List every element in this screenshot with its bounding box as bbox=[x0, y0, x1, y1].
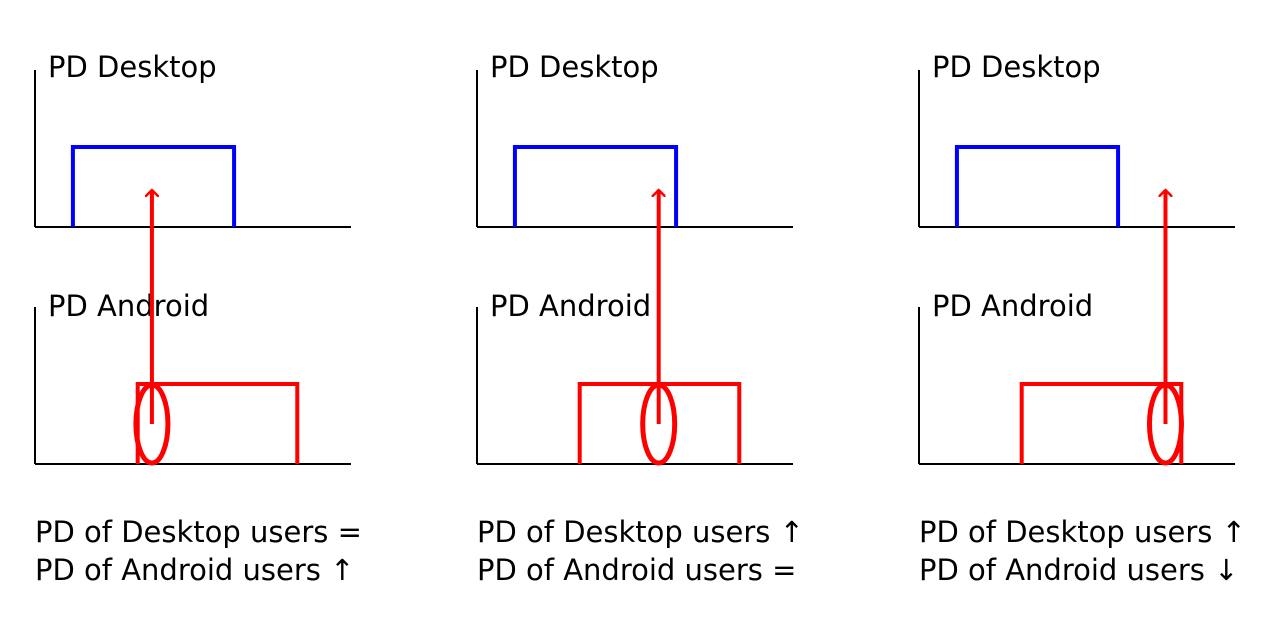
android-plot: PD Android bbox=[34, 289, 351, 465]
desktop-pd-curve bbox=[512, 145, 679, 227]
desktop-pd-curve bbox=[954, 145, 1121, 227]
highlight-ellipse bbox=[640, 382, 678, 466]
highlight-ellipse bbox=[1146, 382, 1184, 466]
android-plot: PD Android bbox=[476, 289, 793, 465]
highlight-ellipse bbox=[133, 382, 171, 466]
android-plot-label: PD Android bbox=[490, 289, 651, 323]
caption-desktop-change: PD of Desktop users ↑ bbox=[477, 515, 804, 549]
desktop-pd-curve bbox=[70, 145, 237, 227]
android-plot-label: PD Android bbox=[932, 289, 1093, 323]
android-pd-curve bbox=[1019, 382, 1184, 464]
desktop-plot: PD Desktop bbox=[476, 50, 793, 228]
desktop-plot-label: PD Desktop bbox=[490, 50, 659, 84]
desktop-plot-label: PD Desktop bbox=[932, 50, 1101, 84]
caption-desktop-change: PD of Desktop users ↑ bbox=[919, 515, 1246, 549]
panel-2: PD Desktop PD Android PD of Desktop user… bbox=[476, 50, 804, 587]
android-plot-label: PD Android bbox=[48, 289, 209, 323]
caption-android-change: PD of Android users ↓ bbox=[919, 553, 1238, 587]
caption-android-change: PD of Android users = bbox=[477, 553, 796, 587]
panel-3: PD Desktop PD Android PD of Desktop user… bbox=[918, 50, 1246, 587]
panel-1: PD Desktop PD Android PD of Desktop user… bbox=[34, 50, 362, 587]
android-plot: PD Android bbox=[918, 289, 1235, 465]
caption-android-change: PD of Android users ↑ bbox=[35, 553, 354, 587]
desktop-plot: PD Desktop bbox=[918, 50, 1235, 228]
caption-desktop-change: PD of Desktop users = bbox=[35, 515, 362, 549]
desktop-plot: PD Desktop bbox=[34, 50, 351, 228]
desktop-plot-label: PD Desktop bbox=[48, 50, 217, 84]
